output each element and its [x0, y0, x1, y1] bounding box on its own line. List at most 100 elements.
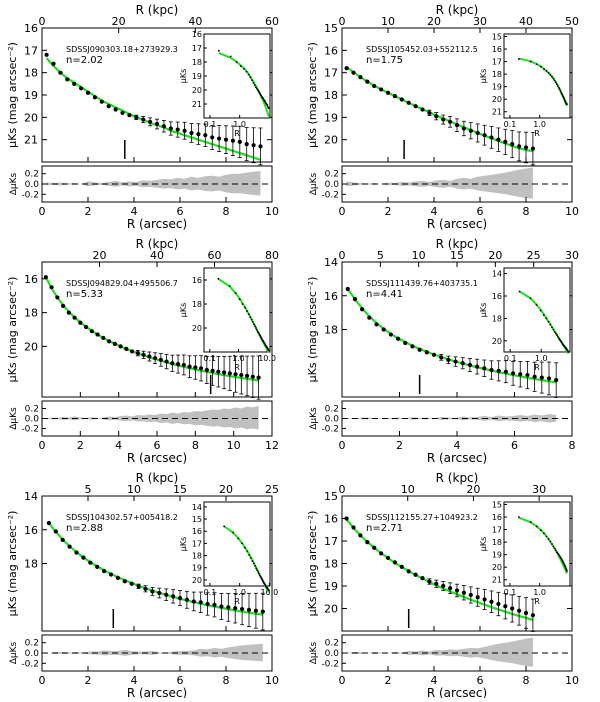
x-tick-label: 8: [523, 674, 530, 687]
data-point: [496, 137, 501, 142]
galaxy-name: SDSSJ104302.57+005418.2: [66, 513, 178, 522]
kpc-tick-label: 25: [527, 249, 541, 262]
data-point: [112, 341, 117, 346]
inset-data-point: [249, 76, 252, 79]
inset-y-tick-label: 16: [492, 45, 502, 54]
resid-tick-label: 0.2: [325, 170, 339, 180]
kpc-tick-label: 0: [339, 249, 346, 262]
data-point: [134, 115, 139, 120]
data-point: [351, 70, 356, 75]
inset-data-point: [553, 330, 556, 333]
inset-x-tick-label: 0.1: [204, 588, 217, 597]
y-tick-label: 20: [324, 134, 338, 147]
data-point: [168, 126, 173, 131]
data-point: [253, 608, 258, 613]
x-tick-label: 8: [569, 439, 576, 452]
inset-data-point: [556, 334, 558, 337]
inset-y-label: μKs: [179, 303, 188, 318]
data-point: [184, 597, 189, 602]
data-point: [46, 520, 52, 526]
x-tick-label: 4: [454, 439, 461, 452]
y-axis-label: μKs (mag arcsec⁻²): [306, 277, 319, 383]
data-point: [482, 133, 487, 138]
x-tick-label: 0: [339, 674, 346, 687]
data-point: [244, 373, 250, 379]
data-point: [454, 123, 460, 128]
data-point: [135, 351, 140, 356]
data-point: [448, 119, 453, 124]
inset-data-point: [241, 303, 244, 305]
kpc-tick-label: 10: [127, 483, 141, 496]
kpc-tick-label: 40: [150, 249, 164, 262]
inset-data-point: [250, 557, 252, 559]
x-tick-label: 0: [39, 205, 46, 218]
sersic-index-label: n=4.41: [366, 289, 403, 300]
data-point: [379, 551, 384, 556]
data-point: [532, 374, 537, 379]
kpc-tick-label: 0: [39, 15, 46, 28]
inset-data-point: [529, 60, 532, 63]
inset-y-tick-label: 14: [492, 270, 502, 279]
inset-y-label: μKs: [479, 537, 488, 552]
data-point: [244, 142, 249, 147]
resid-tick-label: 0.0: [325, 415, 340, 425]
inset-data-point: [539, 529, 542, 532]
kpc-tick-label: 5: [377, 249, 384, 262]
data-point: [461, 126, 466, 131]
inset-y-tick-label: 19: [192, 72, 202, 81]
panel-6: 0 2 4 6 8 10R (arcsec)0 10 20 30R (kpc)151617181…: [306, 471, 579, 700]
inset-data-point: [529, 297, 532, 300]
data-point: [129, 581, 134, 586]
data-point: [374, 322, 379, 327]
inset-x-tick-label: 10.0: [258, 354, 276, 363]
y-axis-label: μKs (mag arcsec⁻²): [6, 42, 19, 148]
resid-tick-label: -0.2: [21, 659, 39, 669]
data-point: [496, 368, 501, 373]
inset-y-label: μKs: [179, 537, 188, 552]
inset-x-label: R: [534, 129, 540, 138]
inset-data-point: [253, 323, 255, 326]
inset-y-tick-label: 17: [492, 526, 502, 535]
inset-data-point: [535, 304, 538, 306]
x-tick-label: 4: [131, 205, 138, 218]
y-tick-label: 16: [324, 290, 338, 303]
data-point: [210, 368, 215, 373]
inset-data-point: [254, 86, 257, 89]
inset-data-point: [551, 326, 553, 329]
x-tick-label: 8: [223, 205, 230, 218]
inset-x-tick-label: 0.1: [203, 354, 216, 363]
inset-data-point: [518, 290, 521, 293]
data-point: [434, 114, 439, 119]
inset-y-tick-label: 19: [492, 83, 502, 92]
kpc-tick-label: 15: [173, 483, 187, 496]
inset-x-tick-label: 1.0: [233, 120, 246, 129]
data-point: [468, 128, 473, 133]
data-point: [525, 372, 530, 378]
data-point: [372, 545, 377, 550]
kpc-axis-label: R (kpc): [436, 237, 479, 251]
data-point: [372, 83, 377, 89]
inset-data-point: [543, 68, 545, 71]
data-point: [193, 365, 198, 370]
inset-data-point: [237, 537, 240, 540]
inset-data-point: [545, 535, 548, 538]
data-point: [227, 371, 232, 376]
kpc-axis-label: R (kpc): [136, 237, 179, 251]
galaxy-name: SDSSJ111439.76+403735.1: [366, 279, 478, 288]
inset-y-tick-label: 15: [492, 501, 502, 510]
data-point: [358, 533, 363, 538]
data-point: [58, 70, 63, 75]
data-point: [523, 145, 529, 150]
data-point: [424, 350, 429, 355]
data-point: [467, 362, 473, 368]
data-point: [510, 371, 516, 376]
residual-band: [46, 171, 261, 196]
data-point: [441, 583, 446, 589]
data-point: [120, 110, 125, 115]
data-point: [49, 285, 54, 290]
data-point: [379, 87, 384, 92]
inset-data-point: [258, 91, 261, 94]
